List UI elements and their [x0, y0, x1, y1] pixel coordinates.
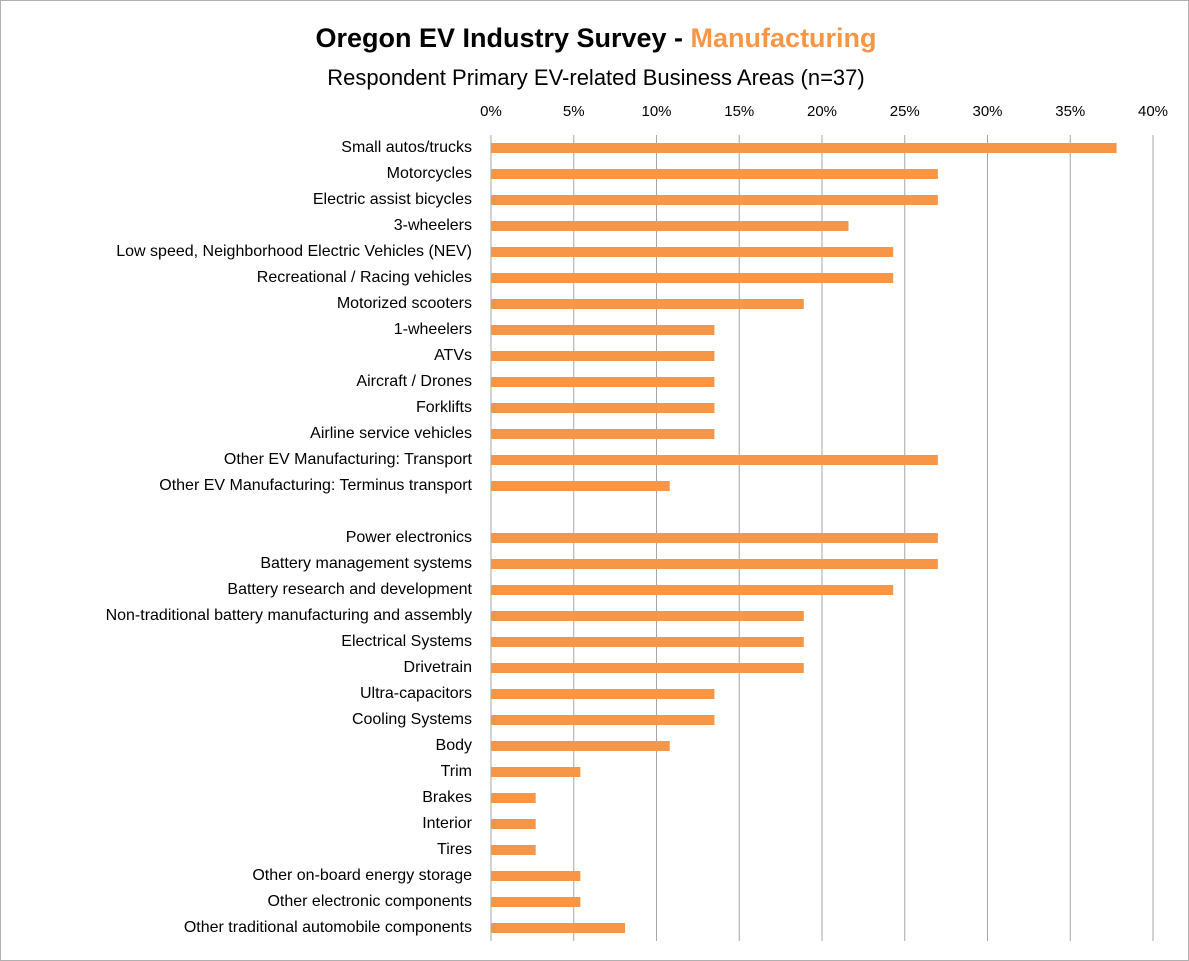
bar [491, 585, 894, 595]
y-tick-label: Motorized scooters [337, 295, 472, 312]
bar [491, 169, 938, 179]
y-tick-label: Forklifts [416, 399, 472, 416]
bar [491, 195, 938, 205]
bar [491, 455, 938, 465]
y-tick-label: Cooling Systems [352, 711, 472, 728]
bar [491, 689, 715, 699]
y-tick-label: Other traditional automobile components [184, 919, 472, 936]
bar [491, 481, 670, 491]
y-tick-label: Aircraft / Drones [356, 373, 472, 390]
bar [491, 403, 715, 413]
bar [491, 247, 894, 257]
x-tick-label: 40% [1138, 103, 1168, 120]
bar [491, 923, 626, 933]
title-main: Oregon EV Industry Survey - [315, 23, 683, 53]
x-tick-label: 35% [1055, 103, 1085, 120]
y-tick-label: Other EV Manufacturing: Transport [224, 451, 473, 468]
y-tick-label: Small autos/trucks [341, 139, 472, 156]
chart-title: Oregon EV Industry Survey - Manufacturin… [315, 23, 876, 53]
bar [491, 351, 715, 361]
x-tick-label: 5% [563, 103, 585, 120]
bar [491, 429, 715, 439]
bar [491, 767, 581, 777]
y-tick-label: Electric assist bicycles [313, 191, 472, 208]
bar [491, 741, 670, 751]
bar [491, 221, 849, 231]
x-tick-label: 15% [724, 103, 754, 120]
bar [491, 533, 938, 543]
x-tick-label: 0% [480, 103, 502, 120]
y-tick-label: Electrical Systems [341, 633, 472, 650]
y-tick-label: Drivetrain [404, 659, 472, 676]
bar [491, 377, 715, 387]
y-tick-label: Other EV Manufacturing: Terminus transpo… [159, 477, 472, 494]
y-tick-label: Interior [422, 815, 472, 832]
y-tick-label: Other electronic components [267, 893, 472, 910]
bar [491, 143, 1117, 153]
bar [491, 897, 581, 907]
y-tick-label: Non-traditional battery manufacturing an… [106, 607, 472, 624]
y-tick-label: Battery research and development [227, 581, 472, 598]
bar [491, 559, 938, 569]
x-tick-label: 25% [890, 103, 920, 120]
bar [491, 871, 581, 881]
y-tick-label: Low speed, Neighborhood Electric Vehicle… [116, 243, 472, 260]
y-tick-label: Ultra-capacitors [360, 685, 472, 702]
y-tick-label: Other on-board energy storage [252, 867, 472, 884]
y-tick-label: Tires [437, 841, 472, 858]
bar [491, 325, 715, 335]
y-tick-label: ATVs [434, 347, 472, 364]
title-highlight: Manufacturing [691, 23, 877, 53]
bar [491, 299, 804, 309]
y-tick-label: Battery management systems [260, 555, 472, 572]
x-tick-label: 20% [807, 103, 837, 120]
bar [491, 793, 536, 803]
bar [491, 637, 804, 647]
bar [491, 273, 894, 283]
y-tick-label: Airline service vehicles [310, 425, 472, 442]
bar [491, 715, 715, 725]
y-tick-label: Trim [441, 763, 472, 780]
x-tick-label: 10% [641, 103, 671, 120]
y-tick-label: Recreational / Racing vehicles [257, 269, 472, 286]
x-tick-label: 30% [972, 103, 1002, 120]
y-tick-label: Power electronics [346, 529, 472, 546]
y-tick-label: Brakes [422, 789, 472, 806]
bar [491, 663, 804, 673]
bar [491, 611, 804, 621]
y-tick-label: 3-wheelers [394, 217, 472, 234]
bar [491, 819, 536, 829]
y-tick-label: 1-wheelers [394, 321, 472, 338]
y-tick-label: Body [436, 737, 472, 754]
y-tick-label: Motorcycles [387, 165, 472, 182]
chart-subtitle: Respondent Primary EV-related Business A… [327, 65, 864, 90]
bar [491, 845, 536, 855]
